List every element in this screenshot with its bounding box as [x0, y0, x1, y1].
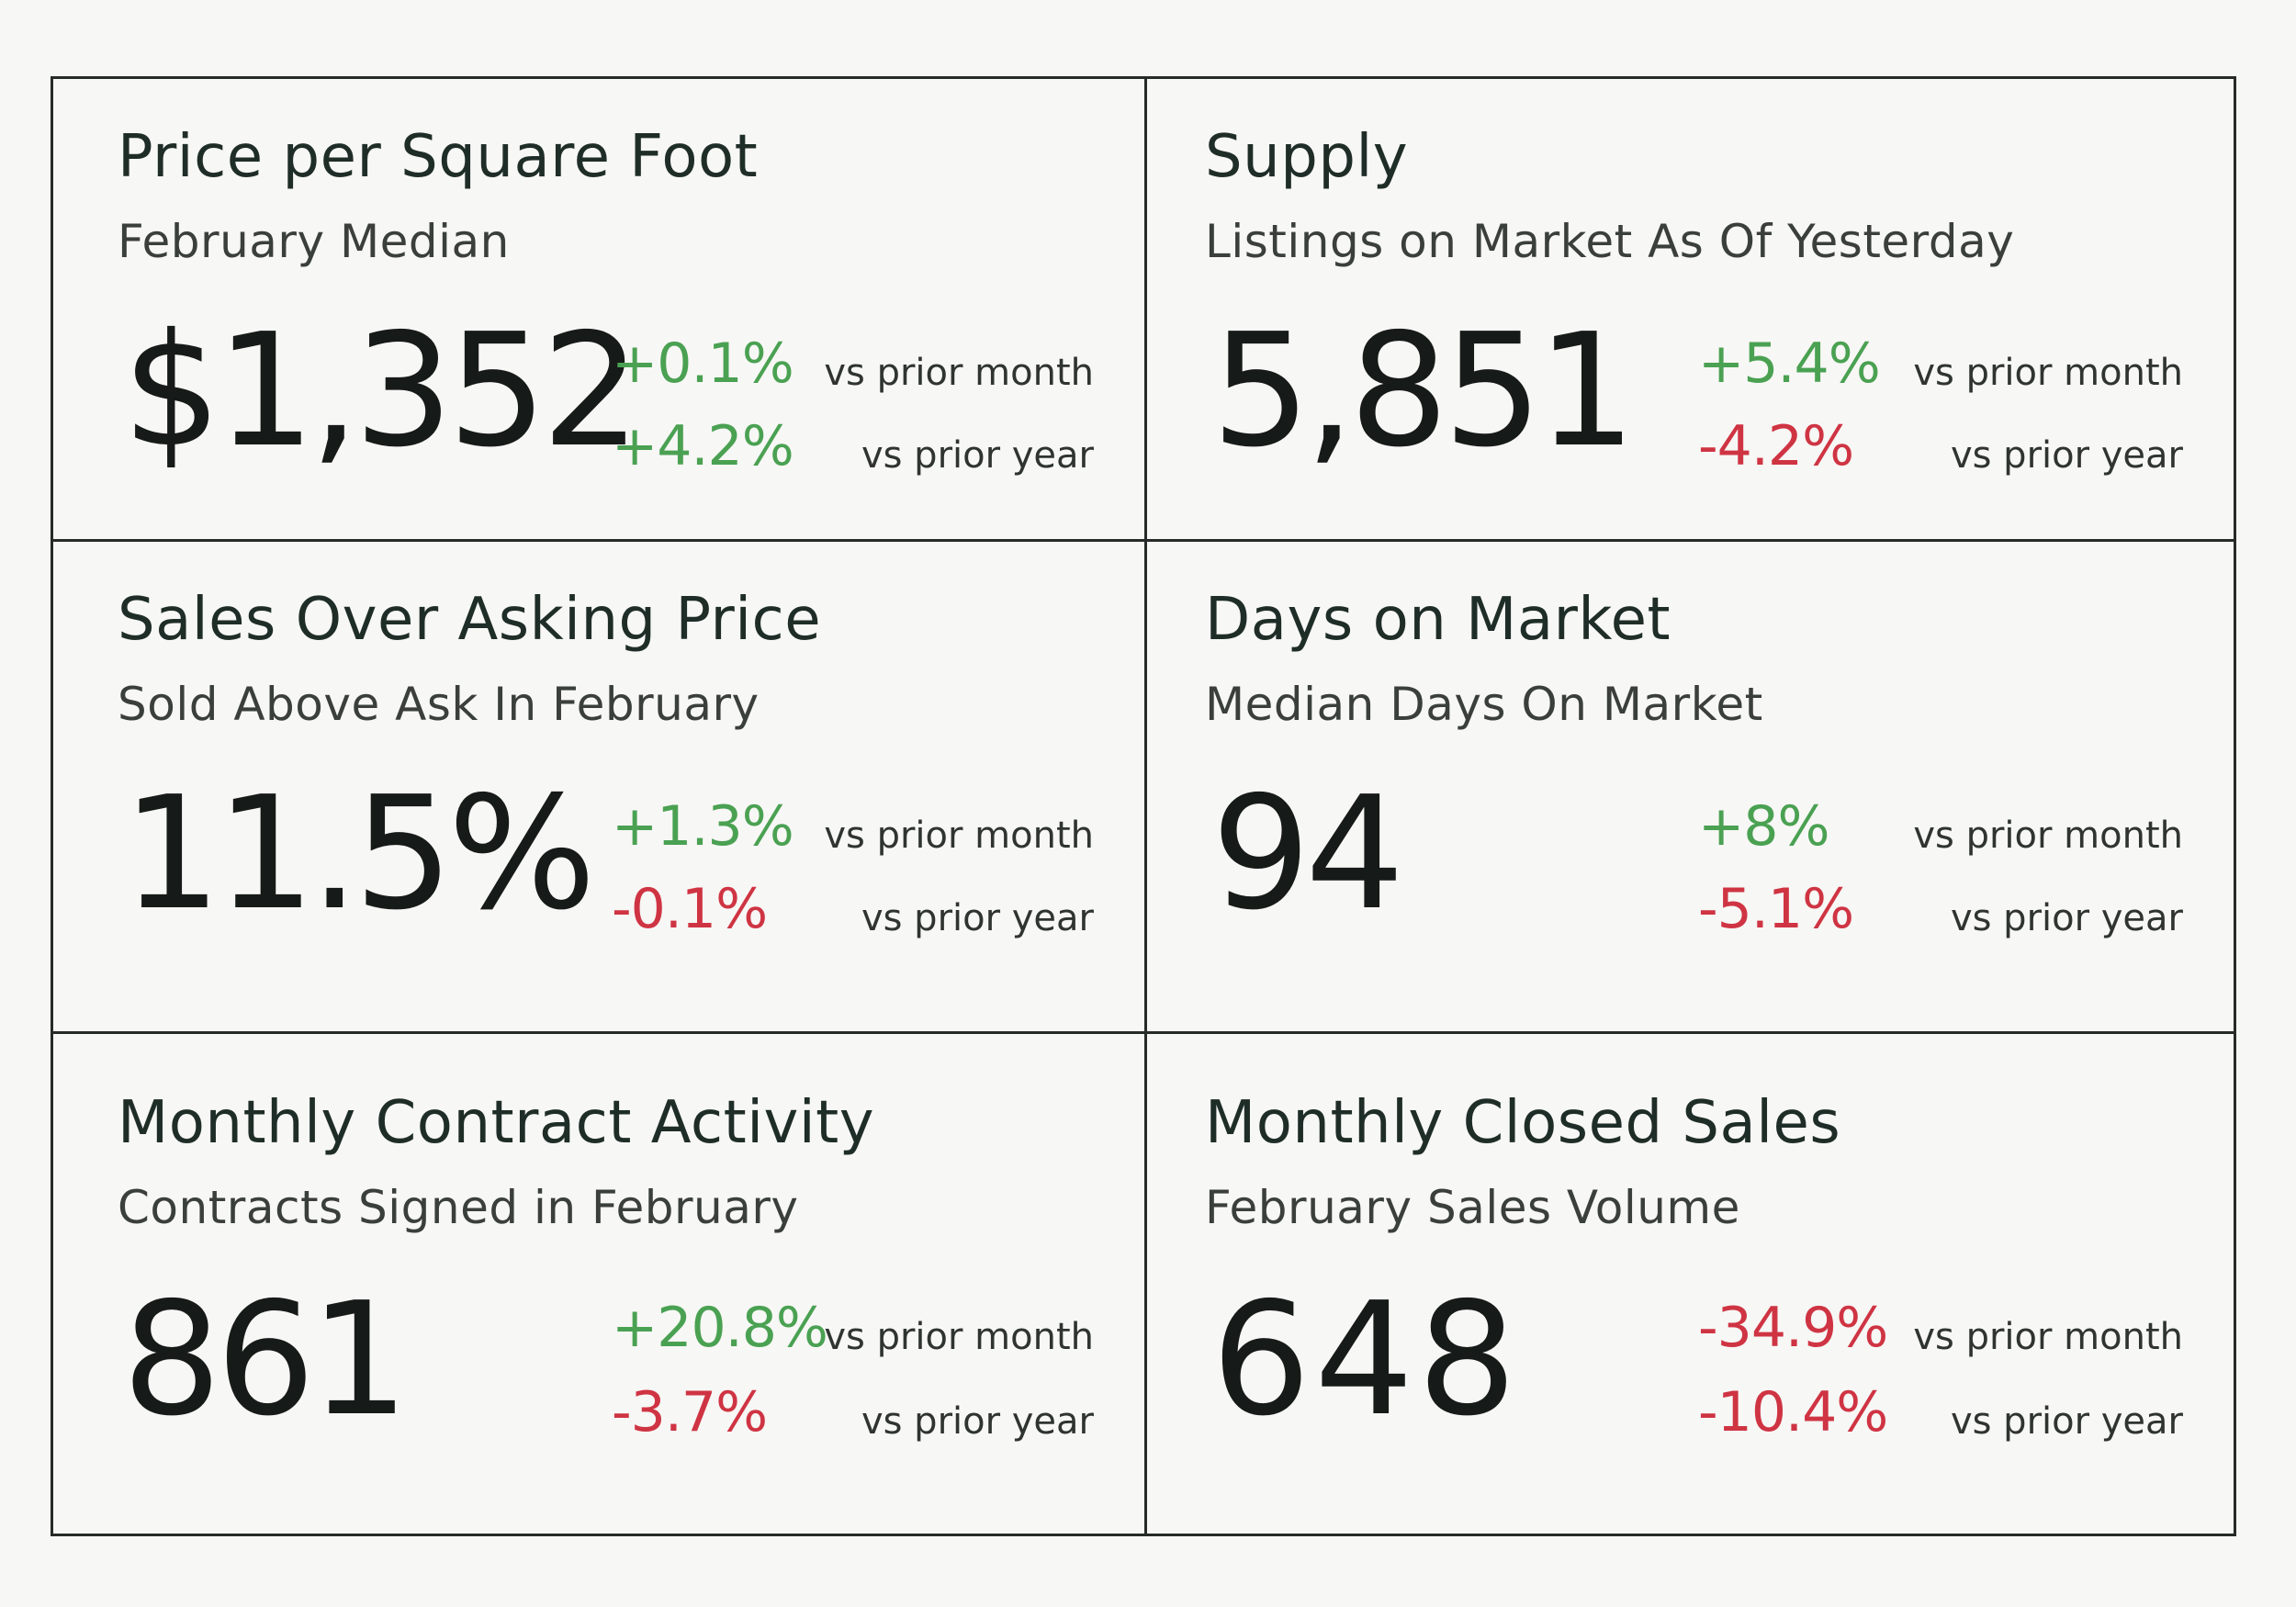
- year-change-label: vs prior year: [1950, 1400, 2183, 1443]
- month-change-label: vs prior month: [824, 1316, 1094, 1358]
- monthly-closed-sales-card: Monthly Closed Sales February Sales Volu…: [1147, 1034, 2234, 1534]
- metric-value: 5,851: [1211, 300, 1637, 482]
- supply-card: Supply Listings on Market As Of Yesterda…: [1147, 79, 2234, 542]
- year-change-label: vs prior year: [861, 434, 1094, 477]
- year-change-label: vs prior year: [1950, 897, 2183, 939]
- month-change-label: vs prior month: [1913, 1316, 2183, 1358]
- card-title: Supply: [1205, 123, 1409, 191]
- monthly-contract-activity-card: Monthly Contract Activity Contracts Sign…: [53, 1034, 1147, 1534]
- month-change: +8%: [1698, 794, 1829, 859]
- month-change-label: vs prior month: [1913, 352, 2183, 394]
- card-title: Sales Over Asking Price: [118, 586, 822, 654]
- year-change-label: vs prior year: [861, 1400, 1094, 1443]
- year-change: -0.1%: [612, 877, 768, 941]
- metric-value: 861: [122, 1269, 409, 1451]
- card-subtitle: Contracts Signed in February: [118, 1181, 799, 1234]
- card-title: Days on Market: [1205, 586, 1671, 654]
- metric-value: 648: [1211, 1269, 1521, 1451]
- month-change: +5.4%: [1698, 332, 1881, 396]
- year-change: -4.2%: [1698, 414, 1854, 478]
- card-title: Monthly Closed Sales: [1205, 1089, 1841, 1157]
- card-title: Price per Square Foot: [118, 123, 759, 191]
- card-title: Monthly Contract Activity: [118, 1089, 875, 1157]
- month-change: -34.9%: [1698, 1296, 1888, 1360]
- card-subtitle: February Sales Volume: [1205, 1181, 1740, 1234]
- price-per-square-foot-card: Price per Square Foot February Median $1…: [53, 79, 1147, 542]
- month-change: +1.3%: [612, 794, 794, 859]
- card-subtitle: Median Days On Market: [1205, 678, 1763, 731]
- year-change-label: vs prior year: [861, 897, 1094, 939]
- month-change-label: vs prior month: [824, 352, 1094, 394]
- card-subtitle: Listings on Market As Of Yesterday: [1205, 215, 2015, 268]
- days-on-market-card: Days on Market Median Days On Market 94 …: [1147, 542, 2234, 1034]
- year-change-label: vs prior year: [1950, 434, 2183, 477]
- month-change-label: vs prior month: [824, 815, 1094, 857]
- card-subtitle: Sold Above Ask In February: [118, 678, 760, 731]
- month-change-label: vs prior month: [1913, 815, 2183, 857]
- metric-value: 94: [1211, 763, 1404, 945]
- month-change: +20.8%: [612, 1296, 828, 1360]
- metrics-grid: Price per Square Foot February Median $1…: [51, 76, 2236, 1536]
- sales-over-asking-card: Sales Over Asking Price Sold Above Ask I…: [53, 542, 1147, 1034]
- year-change: +4.2%: [612, 414, 794, 478]
- year-change: -3.7%: [612, 1380, 768, 1444]
- month-change: +0.1%: [612, 332, 794, 396]
- year-change: -10.4%: [1698, 1380, 1888, 1444]
- year-change: -5.1%: [1698, 877, 1854, 941]
- card-subtitle: February Median: [118, 215, 510, 268]
- metric-value: $1,352: [122, 300, 641, 482]
- metric-value: 11.5%: [122, 763, 596, 945]
